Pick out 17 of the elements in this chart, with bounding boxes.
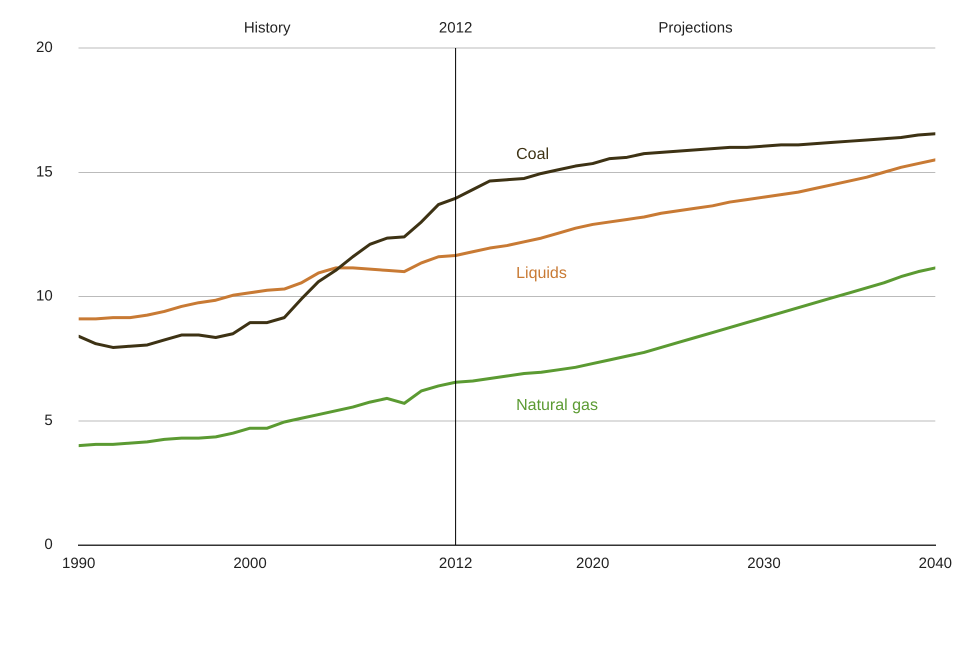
y-tick-label: 10 [36,288,53,305]
text: History [244,20,291,37]
y-tick-label: 20 [36,39,53,56]
series-label: Coal [516,146,550,163]
x-tick-label: 1990 [62,555,96,572]
text: Projections [658,20,733,37]
ref-line-label: 2012 [438,20,472,37]
y-tick-label: 5 [44,412,53,429]
x-tick-label: 2012 [438,555,472,572]
x-tick-label: 2020 [576,555,610,572]
x-tick-label: 2000 [233,555,267,572]
x-tick-label: 2040 [918,555,952,572]
series-label: Natural gas [516,396,598,414]
y-tick-label: 0 [44,536,53,554]
series-label: Liquids [516,265,567,282]
x-tick-label: 2030 [747,555,781,572]
y-tick-label: 15 [36,163,53,180]
